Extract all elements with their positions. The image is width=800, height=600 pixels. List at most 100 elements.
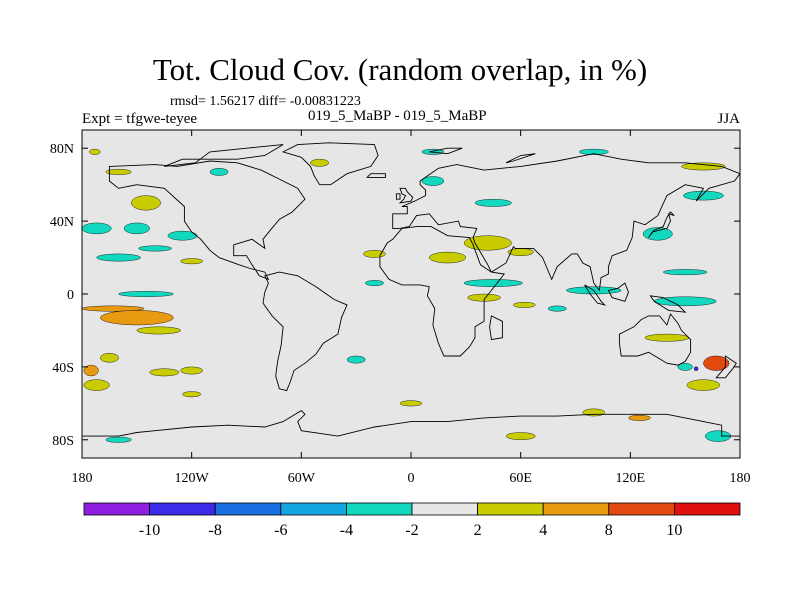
anomaly-region bbox=[149, 368, 180, 377]
case-comparison-label: 019_5_MaBP - 019_5_MaBP bbox=[308, 108, 487, 124]
y-tick-label: 0 bbox=[67, 288, 74, 303]
coastline bbox=[366, 173, 386, 178]
anomaly-region bbox=[547, 305, 567, 312]
coastline bbox=[82, 410, 740, 458]
coastline bbox=[715, 355, 737, 379]
anomaly-region bbox=[463, 279, 523, 287]
anomaly-region bbox=[578, 148, 609, 155]
x-tick-label: 120W bbox=[175, 471, 210, 486]
anomaly-region bbox=[105, 168, 132, 175]
colorbar-swatch bbox=[280, 502, 347, 516]
colorbar-label: -2 bbox=[405, 522, 418, 539]
colorbar-swatch bbox=[477, 502, 544, 516]
anomaly-region bbox=[100, 353, 119, 363]
chart-title: Tot. Cloud Cov. (random overlap, in %) bbox=[152, 52, 648, 87]
coastline bbox=[392, 153, 740, 292]
coastline bbox=[398, 187, 414, 204]
coastline bbox=[164, 144, 284, 167]
anomaly-region bbox=[663, 269, 708, 276]
coastline bbox=[429, 147, 463, 155]
colorbar-swatch bbox=[83, 502, 150, 516]
anomaly-region bbox=[642, 227, 673, 241]
colorbar-swatch bbox=[411, 502, 478, 516]
coastline-layer bbox=[82, 142, 740, 458]
anomaly-region bbox=[310, 158, 329, 167]
colorbar-swatch bbox=[345, 502, 413, 516]
anomaly-region bbox=[683, 190, 724, 201]
x-tick-label: 0 bbox=[408, 471, 415, 486]
coastline bbox=[607, 282, 629, 302]
coastline bbox=[108, 160, 306, 281]
colorbar-swatch bbox=[608, 502, 675, 516]
anomaly-region bbox=[131, 195, 161, 211]
rmsd-diff-stats: rmsd= 1.56217 diff= -0.00831223 bbox=[170, 94, 361, 109]
anomaly-region bbox=[180, 258, 203, 265]
anomaly-region bbox=[365, 280, 384, 287]
anomaly-region bbox=[118, 291, 174, 297]
x-tick-label: 60E bbox=[509, 471, 532, 486]
coastline bbox=[584, 284, 607, 306]
colorbar-label: 4 bbox=[539, 522, 547, 539]
coastline bbox=[281, 142, 379, 186]
coastline bbox=[379, 226, 506, 357]
anomaly-region bbox=[429, 251, 467, 264]
map-background bbox=[82, 130, 740, 458]
colorbar-label: 8 bbox=[605, 522, 613, 539]
experiment-label: Expt = tfgwe-teyee bbox=[82, 111, 198, 127]
anomaly-layer bbox=[82, 148, 732, 443]
colorbar-swatch bbox=[214, 502, 282, 516]
axis-ticks: 180 120W 60W 0 60E 120E 180 80N 40N 0 40S 80S bbox=[50, 130, 751, 486]
anomaly-region bbox=[693, 366, 699, 371]
coastline bbox=[505, 153, 536, 164]
y-tick-label: 80N bbox=[50, 142, 74, 157]
x-tick-label: 120E bbox=[616, 471, 646, 486]
y-tick-label: 40N bbox=[50, 215, 74, 230]
colorbar-label: 10 bbox=[666, 522, 682, 539]
anomaly-region bbox=[138, 245, 172, 252]
anomaly-region bbox=[105, 436, 132, 443]
colorbar-label: -8 bbox=[209, 522, 222, 539]
anomaly-region bbox=[513, 301, 536, 308]
anomaly-region bbox=[628, 414, 651, 421]
x-tick-label: 60W bbox=[288, 471, 316, 486]
colorbar-label: 2 bbox=[474, 522, 482, 539]
anomaly-region bbox=[82, 305, 145, 312]
anomaly-region bbox=[89, 148, 101, 155]
x-tick-label: 180 bbox=[72, 471, 93, 486]
colorbar-swatch bbox=[149, 502, 216, 516]
anomaly-region bbox=[463, 235, 512, 251]
anomaly-region bbox=[123, 222, 150, 235]
anomaly-region bbox=[703, 355, 730, 371]
anomaly-region bbox=[136, 326, 181, 335]
anomaly-region bbox=[167, 230, 198, 241]
x-tick-label: 180 bbox=[730, 471, 751, 486]
coastline bbox=[262, 271, 348, 392]
colorbar-label: -6 bbox=[274, 522, 287, 539]
colorbar: -10 -8 -6 -4 -2 2 4 8 10 bbox=[83, 502, 741, 539]
anomaly-region bbox=[83, 364, 99, 377]
anomaly-region bbox=[180, 366, 203, 375]
season-label: JJA bbox=[717, 111, 740, 127]
anomaly-region bbox=[346, 355, 366, 364]
colorbar-swatch bbox=[542, 502, 610, 516]
y-tick-label: 40S bbox=[52, 361, 74, 376]
anomaly-region bbox=[686, 379, 721, 391]
coastline bbox=[649, 295, 687, 313]
anomaly-region bbox=[209, 168, 229, 176]
colorbar-swatch bbox=[674, 502, 741, 516]
colorbar-label: -4 bbox=[340, 522, 353, 539]
anomaly-region bbox=[96, 253, 141, 262]
coastline bbox=[489, 315, 503, 341]
coastline bbox=[648, 211, 675, 238]
anomaly-region bbox=[182, 391, 202, 398]
anomaly-region bbox=[82, 222, 112, 235]
colorbar-label: -10 bbox=[139, 522, 160, 539]
y-tick-label: 80S bbox=[52, 434, 74, 449]
anomaly-region bbox=[83, 379, 110, 391]
anomaly-region bbox=[474, 199, 512, 207]
anomaly-region bbox=[681, 162, 726, 171]
anomaly-region bbox=[100, 310, 174, 326]
coastline bbox=[395, 193, 401, 200]
anomaly-region bbox=[677, 363, 693, 371]
